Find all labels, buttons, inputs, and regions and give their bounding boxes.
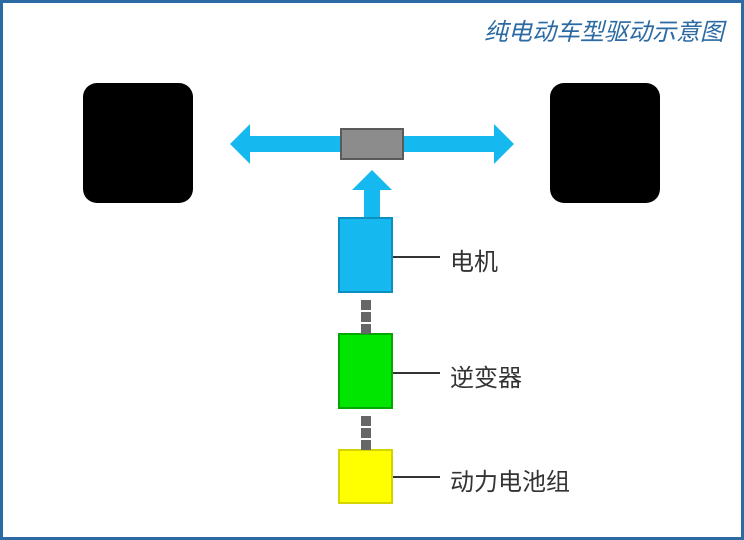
inverter-leader (393, 372, 440, 374)
arrow-right-shaft (404, 136, 494, 152)
connector-dot (361, 324, 371, 334)
motor-leader (393, 256, 440, 258)
arrow-left-head (230, 124, 250, 164)
connector-dot (361, 428, 371, 438)
arrow-left-shaft (250, 136, 340, 152)
wheel-left-glow (75, 75, 201, 211)
connector-dot (361, 416, 371, 426)
connector-dot (361, 440, 371, 450)
inverter-label: 逆变器 (450, 358, 522, 393)
arrow-right-head (494, 124, 514, 164)
wheel-right-glow (542, 75, 668, 211)
motor-block (338, 217, 393, 293)
connector-dot (361, 300, 371, 310)
arrow-up-head (352, 170, 392, 190)
arrow-up-shaft (364, 190, 380, 218)
diagram-title: 纯电动车型驱动示意图 (484, 12, 724, 47)
motor-label: 电机 (450, 242, 498, 277)
inverter-block (338, 333, 393, 409)
hub-block (340, 128, 404, 160)
battery-leader (393, 476, 440, 478)
wheel-left (83, 83, 193, 203)
wheel-right (550, 83, 660, 203)
connector-dot (361, 312, 371, 322)
battery-block (338, 449, 393, 504)
battery-label: 动力电池组 (450, 462, 570, 497)
